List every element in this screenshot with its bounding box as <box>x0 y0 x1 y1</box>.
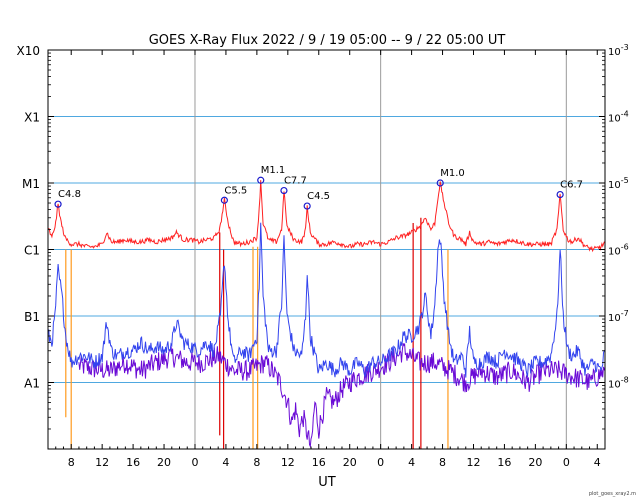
x-tick-label: 0 <box>377 456 384 469</box>
y-power-label: 10-6 <box>608 243 629 258</box>
y-power-label: 10-5 <box>608 176 629 191</box>
x-tick-label: 4 <box>222 456 229 469</box>
x-tick-label: 12 <box>95 456 109 469</box>
chart-title: GOES X-Ray Flux 2022 / 9 / 19 05:00 -- 9… <box>149 33 506 48</box>
flare-label: C4.8 <box>58 189 81 200</box>
flare-marker <box>556 190 564 199</box>
flare-marker <box>303 202 311 210</box>
x-tick-label: 20 <box>528 456 542 469</box>
x-tick-label: 12 <box>281 456 295 469</box>
x-tick-label: 16 <box>126 456 140 469</box>
flare-marker <box>220 196 228 204</box>
series-short <box>48 222 606 378</box>
y-class-label: A1 <box>24 377 40 391</box>
event-lines <box>65 217 449 449</box>
x-tick-label: 12 <box>466 456 480 469</box>
footer-credit: plot_goes_xray2.m <box>589 491 636 497</box>
y-class-label: C1 <box>24 244 40 258</box>
y-class-label: B1 <box>24 310 40 324</box>
x-tick-label: 16 <box>312 456 326 469</box>
x-tick-label: 4 <box>594 456 601 469</box>
flare-label: M1.0 <box>440 168 465 179</box>
flare-label: C4.5 <box>307 191 330 202</box>
x-tick-label: 0 <box>563 456 570 469</box>
x-tick-label: 0 <box>191 456 198 469</box>
flare-label: C7.7 <box>284 176 307 187</box>
flare-annotations: C4.8 C5.5 M1.1C7.7C4.5 M1.0 C6.7 <box>54 165 583 210</box>
flux-series <box>48 180 606 449</box>
y-class-label: X10 <box>17 44 41 58</box>
flare-label: C5.5 <box>224 185 247 196</box>
series-long <box>48 180 606 253</box>
x-axis-label: UT <box>318 475 336 490</box>
y-class-label: M1 <box>22 177 40 191</box>
flare-label: M1.1 <box>261 165 286 176</box>
x-tick-label: 16 <box>497 456 511 469</box>
x-tick-label: 8 <box>68 456 75 469</box>
x-tick-label: 8 <box>439 456 446 469</box>
y-axis-labels: X10 X1 M1 C1 B1 A1 10-3 10-4 10-5 10-6 10-7 10-8 <box>17 43 629 430</box>
y-power-label: 10-7 <box>608 309 629 324</box>
flare-marker <box>280 186 288 195</box>
series-short-alt <box>78 343 606 449</box>
y-power-label: 10-3 <box>608 43 629 58</box>
flare-label: C6.7 <box>560 180 583 191</box>
x-axis-ticks: 8 12 16 20 0 4 8 12 16 20 0 4 8 12 16 20 0 4 <box>47 50 606 469</box>
grid-lines <box>48 49 605 383</box>
x-tick-label: 8 <box>253 456 260 469</box>
x-tick-label: 20 <box>343 456 357 469</box>
x-tick-label: 4 <box>408 456 415 469</box>
day-boundary-lines <box>194 50 567 449</box>
x-tick-label: 20 <box>157 456 171 469</box>
y-class-label: X1 <box>24 111 40 125</box>
y-power-label: 10-4 <box>608 110 629 125</box>
flare-marker <box>54 200 62 208</box>
y-power-label: 10-8 <box>608 376 629 391</box>
flare-marker <box>257 176 265 184</box>
flare-marker <box>436 179 444 187</box>
